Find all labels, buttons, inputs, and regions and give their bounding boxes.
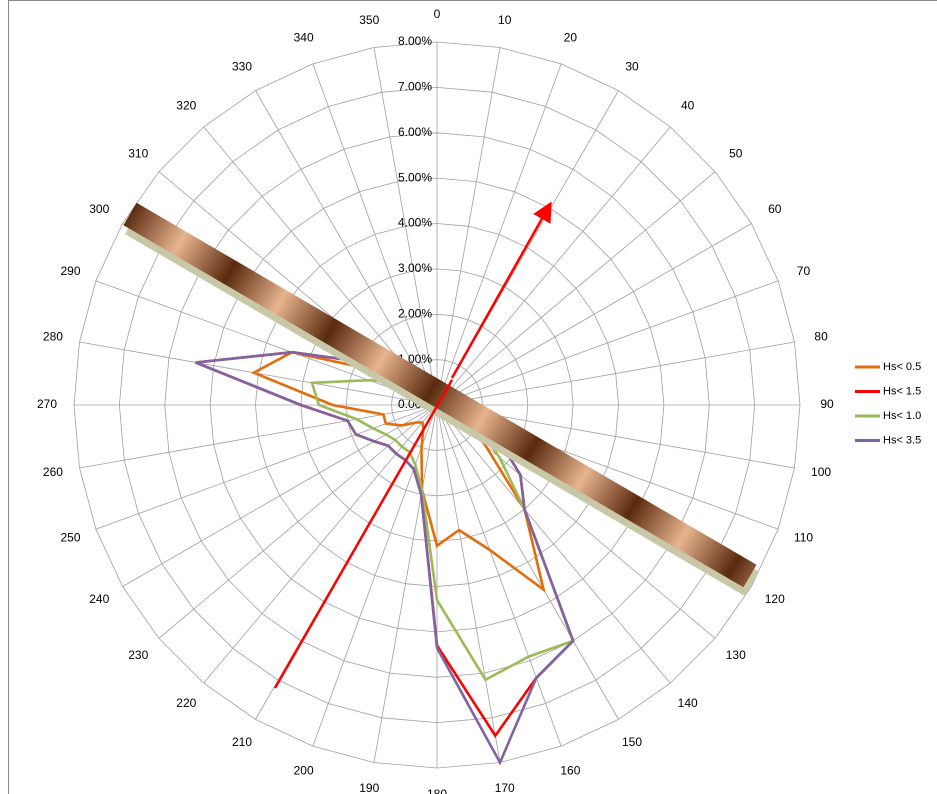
angle-label: 150 xyxy=(622,735,642,749)
legend-label: Hs< 1.0 xyxy=(883,410,921,422)
angle-label: 260 xyxy=(43,465,63,479)
angle-label: 250 xyxy=(61,531,81,545)
spoke xyxy=(436,404,671,684)
angle-label: 130 xyxy=(726,648,746,662)
r-tick-label: 3.00% xyxy=(398,261,432,275)
angle-label: 280 xyxy=(43,329,63,343)
angle-label: 50 xyxy=(729,146,743,160)
spoke xyxy=(79,404,438,469)
angle-label: 40 xyxy=(681,98,695,112)
angle-label: 100 xyxy=(811,465,831,479)
angle-label: 180 xyxy=(427,787,447,794)
angle-label: 340 xyxy=(294,31,314,45)
angle-label: 60 xyxy=(768,202,782,216)
legend-label: Hs< 0.5 xyxy=(883,361,921,373)
angle-label: 10 xyxy=(498,13,512,27)
angle-label: 220 xyxy=(176,696,196,710)
angle-label: 90 xyxy=(820,397,834,411)
arrow xyxy=(450,201,552,379)
spoke xyxy=(436,171,716,406)
r-tick-label: 8.00% xyxy=(398,34,432,48)
chart-border xyxy=(8,0,937,794)
spoke xyxy=(95,280,438,406)
spoke xyxy=(436,63,562,406)
spoke xyxy=(436,404,619,720)
spoke xyxy=(436,280,779,406)
spoke xyxy=(436,404,501,763)
r-tick-label: 4.00% xyxy=(398,216,432,230)
angle-label: 170 xyxy=(495,781,515,794)
angle-label: 70 xyxy=(797,264,811,278)
angle-label: 240 xyxy=(89,592,109,606)
spoke xyxy=(373,404,438,763)
angle-label: 190 xyxy=(359,781,379,794)
angle-label: 210 xyxy=(232,735,252,749)
spoke xyxy=(95,404,438,530)
angle-label: 110 xyxy=(794,531,813,545)
decor-bar xyxy=(123,202,757,588)
angle-label: 80 xyxy=(814,329,828,343)
spoke xyxy=(436,404,562,747)
spoke xyxy=(436,47,501,406)
spoke xyxy=(436,341,795,406)
angle-label: 300 xyxy=(89,202,109,216)
angle-label: 320 xyxy=(176,98,196,112)
spoke xyxy=(255,90,438,406)
spoke xyxy=(312,404,438,747)
angle-label: 30 xyxy=(625,59,639,73)
angle-label: 200 xyxy=(294,764,314,778)
r-tick-label: 2.00% xyxy=(398,306,432,320)
angle-label: 230 xyxy=(128,648,148,662)
r-tick-label: 5.00% xyxy=(398,170,432,184)
spoke xyxy=(158,404,438,639)
spoke xyxy=(203,404,438,684)
angle-label: 310 xyxy=(128,146,148,160)
spoke xyxy=(436,126,671,406)
spoke xyxy=(436,223,752,406)
angle-label: 330 xyxy=(232,59,252,73)
angle-label: 160 xyxy=(560,764,580,778)
angle-label: 290 xyxy=(61,264,81,278)
angle-label: 20 xyxy=(564,31,578,45)
legend-label: Hs< 1.5 xyxy=(883,385,921,397)
r-tick-label: 7.00% xyxy=(398,80,432,94)
spoke xyxy=(312,63,438,406)
arrow-line xyxy=(273,379,454,689)
legend-label: Hs< 3.5 xyxy=(883,434,921,446)
angle-label: 140 xyxy=(678,696,698,710)
angle-label: 270 xyxy=(37,397,57,411)
spoke xyxy=(373,47,438,406)
angle-label: 120 xyxy=(765,592,785,606)
angle-label: 0 xyxy=(434,7,441,21)
angle-label: 350 xyxy=(359,13,379,27)
r-tick-label: 6.00% xyxy=(398,125,432,139)
